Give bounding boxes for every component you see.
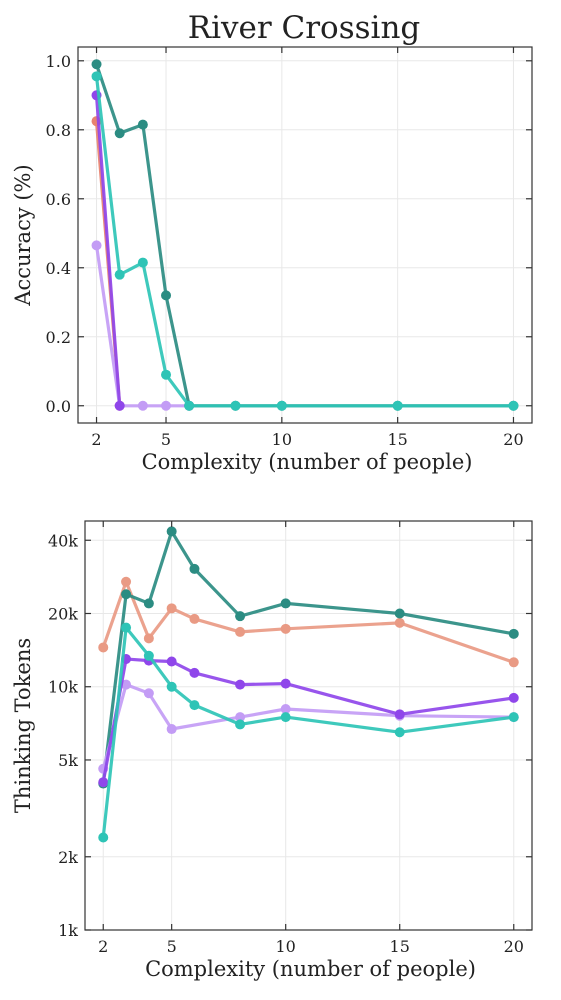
tokens-x-tick-label: 10	[276, 937, 296, 956]
tokens-series-4-point	[98, 832, 109, 843]
tokens-series-3-point	[280, 678, 291, 689]
accuracy-series-4-point	[508, 400, 519, 411]
tokens-series-4-point	[189, 700, 200, 711]
accuracy-y-axis-label: Accuracy (%)	[11, 164, 35, 306]
accuracy-series-2-line	[94, 93, 122, 408]
tokens-y-tick-label: 5k	[58, 751, 78, 770]
tokens-series-1-line	[101, 529, 516, 786]
chart-title: River Crossing	[188, 10, 421, 46]
tokens-x-tick-label: 15	[390, 937, 410, 956]
accuracy-y-tick-label: 0.4	[46, 259, 71, 278]
tokens-series-1-point	[280, 598, 291, 609]
accuracy-x-tick-label: 10	[272, 430, 292, 449]
tokens-series-4-point	[166, 681, 177, 692]
tokens-y-tick-label: 10k	[48, 678, 78, 697]
accuracy-x-tick-label: 2	[91, 430, 101, 449]
accuracy-panel: 2 5 10 15 20 0.0 0.2 0.4 0.6 0.8 1.0 Complexity (nu…	[11, 46, 533, 474]
tokens-series-0-point	[235, 626, 246, 637]
accuracy-series-3-point	[91, 59, 102, 70]
accuracy-series-3-point	[137, 119, 148, 130]
tokens-series-0-point	[508, 657, 519, 668]
tokens-series-0-point	[121, 576, 132, 587]
tokens-series-4-point	[143, 650, 154, 661]
tokens-series-1-point	[394, 608, 405, 619]
accuracy-series-4-point	[137, 257, 148, 268]
tokens-series-4-point	[280, 712, 291, 723]
accuracy-y-tick-label: 1.0	[46, 52, 71, 71]
tokens-x-tick-label: 2	[98, 937, 108, 956]
tokens-series-3-point	[235, 679, 246, 690]
tokens-series-4-point	[121, 622, 132, 633]
accuracy-x-tick-label: 15	[387, 430, 407, 449]
tokens-series-4-point	[235, 719, 246, 730]
tokens-y-tick-label: 20k	[48, 604, 78, 623]
tokens-y-tick-label: 1k	[58, 921, 78, 940]
accuracy-series-3-point	[161, 290, 172, 301]
accuracy-series-4-point	[276, 400, 287, 411]
tokens-series-1-point	[143, 598, 154, 609]
accuracy-series-1-point	[137, 400, 148, 411]
tokens-series-4-line	[101, 626, 516, 840]
accuracy-y-tick-label: 0.8	[46, 121, 71, 140]
accuracy-series-2-point	[114, 400, 125, 411]
accuracy-plot-frame	[77, 46, 533, 424]
accuracy-x-axis-label: Complexity (number of people)	[142, 450, 473, 474]
tokens-series-0-point	[394, 617, 405, 628]
accuracy-series-3-line	[94, 62, 516, 408]
tokens-plot-frame	[84, 520, 533, 931]
tokens-series-0-point	[143, 633, 154, 644]
tokens-series-2-point	[166, 724, 177, 735]
accuracy-y-tick-label: 0.2	[46, 328, 71, 347]
tokens-series-4-point	[508, 712, 519, 723]
accuracy-series-4-point	[91, 71, 102, 82]
tokens-series-4-point	[394, 727, 405, 738]
tokens-series-3-point	[98, 777, 109, 788]
tokens-series-2-point	[143, 688, 154, 699]
accuracy-series-4-point	[392, 400, 403, 411]
accuracy-series-4-point	[184, 400, 195, 411]
tokens-series-0-point	[166, 603, 177, 614]
accuracy-series-4-point	[114, 269, 125, 280]
tokens-series-1-point	[189, 563, 200, 574]
tokens-x-tick-label: 5	[167, 937, 177, 956]
accuracy-series-1-point	[161, 400, 172, 411]
accuracy-x-tick-label: 20	[503, 430, 523, 449]
accuracy-series-1-point	[91, 240, 102, 251]
tokens-series-0-point	[280, 623, 291, 634]
accuracy-y-tick-label: 0.0	[46, 397, 71, 416]
tokens-series-2-point	[121, 679, 132, 690]
tokens-series-3-point	[508, 692, 519, 703]
tokens-series-1-point	[508, 628, 519, 639]
tokens-series-2-point	[235, 712, 246, 723]
accuracy-series-3-point	[114, 128, 125, 139]
tokens-y-tick-label: 2k	[58, 848, 78, 867]
accuracy-y-tick-label: 0.6	[46, 190, 71, 209]
tokens-y-tick-label: 40k	[48, 531, 78, 550]
tokens-y-axis-label: Thinking Tokens	[11, 638, 35, 813]
tokens-series-0-point	[98, 642, 109, 653]
tokens-series-3-point	[394, 709, 405, 720]
tokens-series-3-point	[166, 656, 177, 667]
accuracy-series-4-point	[230, 400, 241, 411]
tokens-x-tick-label: 20	[504, 937, 524, 956]
thinking-tokens-panel: 2 5 10 15 20 1k 2k 5k 10k 20k 40k Complexity (numbe…	[11, 520, 533, 981]
tokens-series-0-point	[189, 613, 200, 624]
accuracy-series-4-point	[161, 369, 172, 380]
accuracy-x-tick-label: 5	[161, 430, 171, 449]
tokens-series-2-point	[280, 703, 291, 714]
tokens-x-axis-label: Complexity (number of people)	[145, 957, 476, 981]
tokens-series-1-point	[166, 526, 177, 537]
tokens-series-1-point	[235, 611, 246, 622]
tokens-series-3-point	[189, 667, 200, 678]
tokens-series-1-point	[121, 589, 132, 600]
